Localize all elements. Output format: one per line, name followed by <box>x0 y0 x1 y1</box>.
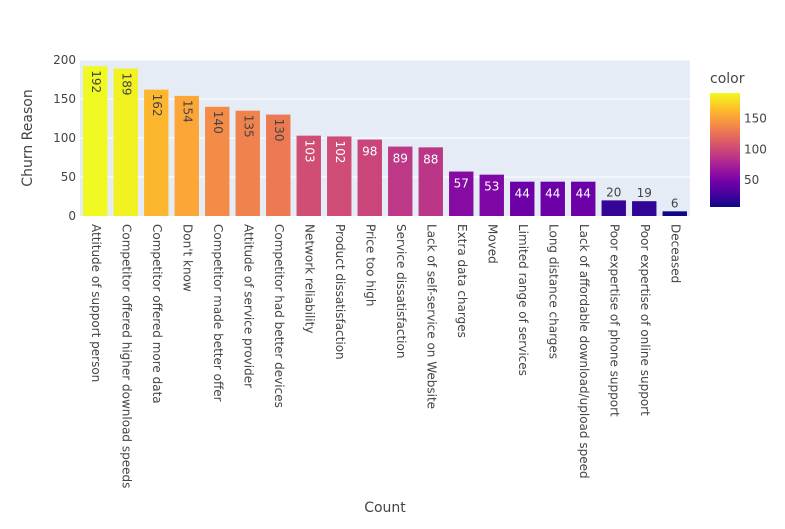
bar[interactable] <box>601 200 626 216</box>
x-tick-label: Extra data charges <box>455 224 469 338</box>
bar[interactable] <box>632 201 657 216</box>
bar-value-label: 162 <box>150 94 164 117</box>
y-tick-label: 150 <box>53 92 76 106</box>
x-tick-label: Product dissatisfaction <box>333 224 347 360</box>
bar[interactable] <box>144 89 169 216</box>
bar-value-label: 192 <box>89 70 103 93</box>
bar[interactable] <box>235 110 260 216</box>
x-tick-label: Lack of affordable download/upload speed <box>577 224 591 479</box>
bar-value-label: 44 <box>576 187 591 201</box>
x-tick-label: Moved <box>485 224 499 264</box>
x-tick-label: Poor expertise of phone support <box>607 224 621 417</box>
bar-value-label: 103 <box>302 140 316 163</box>
bar[interactable] <box>83 66 108 217</box>
bar-value-labels: 192 189 162 154 140 135 130 103 102 98 89 88 57 53 44 4… <box>89 70 679 210</box>
bar-value-label: 88 <box>423 152 438 166</box>
bar-value-label: 6 <box>671 196 679 210</box>
y-tick-label: 100 <box>53 131 76 145</box>
bar[interactable] <box>510 181 535 216</box>
x-axis-title: Count <box>364 500 406 516</box>
bar[interactable] <box>388 146 413 216</box>
bar-value-label: 135 <box>241 115 255 138</box>
x-tick-label: Attitude of service provider <box>241 224 255 388</box>
y-tick-label: 50 <box>61 170 76 184</box>
y-tick-label: 0 <box>68 209 76 223</box>
y-tick-labels: 0 50 100 150 200 <box>53 53 76 223</box>
x-tick-label: Long distance charges <box>546 224 560 359</box>
bar-value-label: 20 <box>606 185 621 199</box>
bar-value-label: 140 <box>211 111 225 134</box>
y-tick-label: 200 <box>53 53 76 67</box>
x-tick-label: Poor expertise of online support <box>638 224 652 416</box>
bar-value-label: 98 <box>362 145 377 159</box>
x-tick-label: Service dissatisfaction <box>394 224 408 358</box>
x-tick-label: Don't know <box>180 224 194 292</box>
bar-value-label: 53 <box>484 180 499 194</box>
bar[interactable] <box>296 135 321 216</box>
bar-value-label: 130 <box>272 119 286 142</box>
colorbar-tick-label: 50 <box>744 173 759 187</box>
bar-value-label: 189 <box>119 73 133 96</box>
bar-value-label: 44 <box>545 187 560 201</box>
x-tick-label: Competitor offered more data <box>150 224 164 404</box>
bar-value-label: 89 <box>393 152 408 166</box>
bar[interactable] <box>418 147 443 216</box>
bar[interactable] <box>113 68 138 216</box>
colorbar-tick-label: 100 <box>744 142 767 156</box>
colorbar <box>710 93 740 207</box>
bar[interactable] <box>174 95 199 216</box>
colorbar-title: color <box>710 71 745 87</box>
bar[interactable] <box>662 211 687 216</box>
x-tick-label: Competitor had better devices <box>272 224 286 408</box>
x-tick-label: Competitor made better offer <box>211 224 225 402</box>
x-tick-labels: Attitude of support person Competitor off… <box>89 224 683 488</box>
bar[interactable] <box>571 181 596 216</box>
bar[interactable] <box>327 136 352 216</box>
bar[interactable] <box>266 114 291 216</box>
bar-value-label: 44 <box>515 187 530 201</box>
x-tick-label: Lack of self-service on Website <box>424 224 438 409</box>
bar-value-label: 154 <box>180 100 194 123</box>
x-tick-label: Attitude of support person <box>89 224 103 382</box>
colorbar-tick-label: 150 <box>744 112 767 126</box>
x-tick-label: Competitor offered higher download speed… <box>119 224 133 488</box>
x-tick-label: Limited range of services <box>516 224 530 376</box>
x-tick-label: Network reliability <box>302 224 316 333</box>
y-axis-title: Churn Reason <box>20 89 36 186</box>
bar[interactable] <box>357 139 382 216</box>
bar-value-label: 102 <box>333 140 347 163</box>
bar-value-label: 57 <box>454 177 469 191</box>
colorbar-tick-labels: 50 100 150 <box>744 112 767 187</box>
bar[interactable] <box>479 174 504 216</box>
x-tick-label: Deceased <box>668 224 682 283</box>
bar[interactable] <box>540 181 565 216</box>
x-tick-label: Price too high <box>363 224 377 306</box>
bar[interactable] <box>205 106 230 216</box>
bar[interactable] <box>449 171 474 216</box>
bar-value-label: 19 <box>637 186 652 200</box>
bars <box>83 66 687 217</box>
